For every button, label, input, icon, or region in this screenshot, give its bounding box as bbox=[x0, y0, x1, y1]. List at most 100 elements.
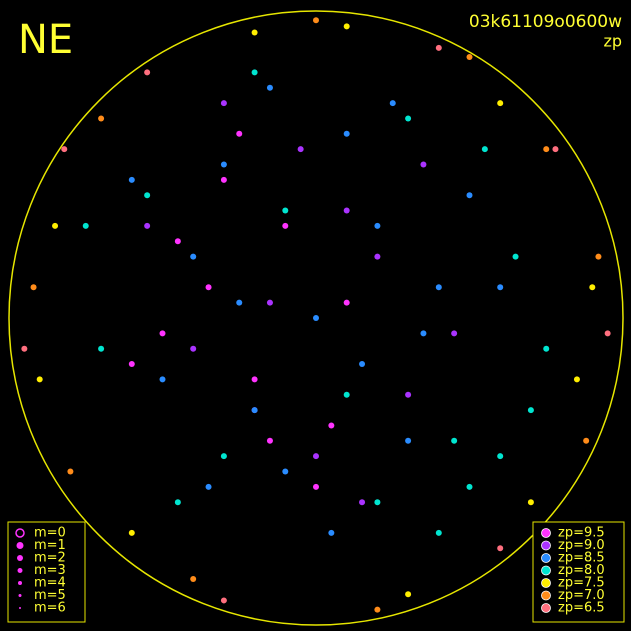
star-point bbox=[205, 284, 212, 291]
star-point bbox=[481, 146, 488, 153]
size-legend-label: m=3 bbox=[34, 563, 66, 578]
star-point bbox=[313, 17, 319, 24]
size-legend-marker bbox=[17, 555, 23, 561]
star-point bbox=[343, 299, 350, 306]
star-point bbox=[343, 207, 350, 214]
star-point bbox=[328, 422, 335, 429]
star-point bbox=[67, 468, 74, 475]
color-legend-label: zp=9.5 bbox=[558, 526, 605, 541]
star-point bbox=[527, 499, 534, 506]
star-point bbox=[282, 222, 289, 229]
star-point bbox=[220, 176, 227, 183]
color-label: zp bbox=[603, 32, 622, 51]
star-point bbox=[251, 29, 258, 36]
star-point bbox=[297, 146, 304, 153]
star-point bbox=[374, 222, 381, 229]
size-legend-label: m=1 bbox=[34, 538, 66, 553]
star-point bbox=[497, 100, 504, 107]
star-point bbox=[21, 345, 28, 352]
color-legend-marker bbox=[541, 565, 551, 576]
star-point bbox=[451, 437, 458, 444]
star-point bbox=[420, 330, 427, 337]
color-legend-marker bbox=[541, 553, 551, 563]
star-point bbox=[98, 115, 105, 122]
star-point bbox=[190, 575, 197, 582]
star-point bbox=[266, 84, 273, 91]
color-legend-marker bbox=[541, 590, 551, 601]
star-point bbox=[174, 499, 181, 506]
star-point bbox=[343, 391, 350, 398]
star-point bbox=[604, 330, 611, 337]
color-legend-label: zp=8.5 bbox=[558, 551, 605, 566]
star-point bbox=[144, 222, 151, 229]
size-legend-label: m=5 bbox=[34, 588, 66, 603]
star-point bbox=[98, 345, 105, 352]
star-point bbox=[573, 376, 580, 383]
star-point bbox=[405, 391, 412, 398]
star-point bbox=[343, 130, 350, 137]
star-point bbox=[497, 284, 504, 291]
star-point bbox=[61, 146, 68, 153]
star-point bbox=[435, 44, 442, 51]
color-legend-label: zp=9.0 bbox=[558, 538, 605, 553]
horizon-circle bbox=[8, 10, 624, 626]
star-point bbox=[313, 483, 319, 490]
chart-title: NE bbox=[18, 17, 73, 63]
star-point bbox=[313, 315, 319, 321]
star-point bbox=[36, 376, 43, 383]
star-point bbox=[405, 115, 412, 122]
star-point bbox=[159, 330, 166, 337]
color-legend-marker bbox=[541, 528, 551, 538]
star-point bbox=[144, 69, 151, 76]
star-point bbox=[374, 253, 381, 260]
star-point bbox=[359, 499, 366, 506]
color-legend-marker bbox=[541, 540, 551, 551]
star-point bbox=[466, 483, 473, 490]
star-point bbox=[82, 222, 89, 229]
size-legend-marker bbox=[17, 568, 23, 573]
star-point bbox=[466, 192, 473, 199]
size-legend-marker bbox=[18, 581, 22, 585]
color-legend-label: zp=6.5 bbox=[558, 601, 605, 616]
star-point bbox=[512, 253, 519, 260]
star-point bbox=[236, 130, 243, 137]
star-point bbox=[527, 407, 534, 414]
star-point bbox=[343, 23, 350, 30]
star-point bbox=[389, 100, 396, 107]
star-point bbox=[251, 376, 258, 383]
star-point bbox=[266, 437, 273, 444]
star-point bbox=[374, 606, 381, 613]
star-point bbox=[405, 437, 412, 444]
star-point bbox=[374, 499, 381, 506]
star-point bbox=[552, 146, 559, 153]
size-legend-label: m=6 bbox=[34, 601, 66, 616]
star-point bbox=[128, 529, 135, 536]
star-point bbox=[190, 345, 197, 352]
star-point bbox=[220, 453, 227, 460]
size-legend-label: m=2 bbox=[34, 551, 66, 566]
size-legend-label: m=0 bbox=[34, 526, 66, 541]
star-point bbox=[543, 345, 550, 352]
size-legend-label: m=4 bbox=[34, 576, 66, 591]
star-point bbox=[497, 453, 504, 460]
color-legend-marker bbox=[541, 578, 551, 588]
star-point bbox=[282, 468, 289, 475]
star-point bbox=[220, 597, 227, 604]
star-point bbox=[497, 545, 504, 552]
size-legend-marker bbox=[18, 594, 22, 597]
star-point bbox=[451, 330, 458, 337]
color-legend-marker bbox=[541, 603, 551, 613]
star-point bbox=[543, 146, 550, 153]
star-point bbox=[435, 284, 442, 291]
star-point bbox=[190, 253, 197, 260]
star-point bbox=[220, 161, 227, 168]
size-legend-marker bbox=[19, 607, 21, 609]
color-legend-label: zp=7.5 bbox=[558, 576, 605, 591]
star-point bbox=[583, 437, 590, 444]
star-point bbox=[159, 376, 166, 383]
star-point bbox=[359, 361, 366, 368]
star-point bbox=[220, 100, 227, 107]
star-point bbox=[174, 238, 181, 245]
star-point bbox=[30, 284, 37, 291]
